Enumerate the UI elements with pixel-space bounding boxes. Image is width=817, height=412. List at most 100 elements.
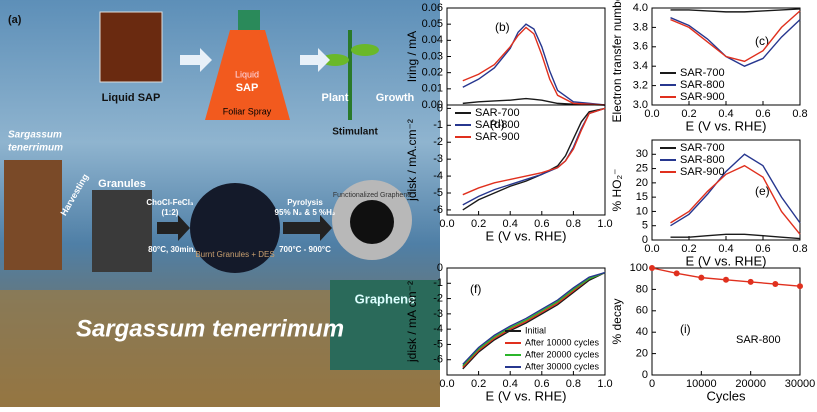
- x-tick-label: 10000: [686, 378, 717, 390]
- legend-label: SAR-900: [680, 166, 725, 178]
- label: SAP: [236, 82, 259, 94]
- legend-label: After 10000 cycles: [525, 337, 600, 347]
- plot-frame: [651, 267, 801, 376]
- leaf: [351, 44, 379, 56]
- label: Growth: [376, 92, 415, 104]
- y-axis-label: % HO₂⁻: [610, 169, 624, 212]
- panel-label: (b): [495, 20, 510, 34]
- y-tick-label: -6: [433, 204, 443, 216]
- label: Graphene: [355, 291, 416, 306]
- y-tick-label: 3.2: [633, 80, 648, 92]
- y-tick-label: 80: [636, 283, 648, 295]
- x-tick-label: 20000: [735, 378, 766, 390]
- x-tick-label: 0.6: [534, 218, 549, 230]
- label: 80°C, 30min.: [148, 245, 196, 254]
- legend-label: SAR-800: [680, 154, 725, 166]
- y-tick-label: 0.02: [422, 67, 443, 79]
- y-tick-label: -4: [433, 170, 443, 182]
- y-axis-label: jdisk / mA.cm⁻²: [405, 119, 419, 202]
- series-line: [462, 107, 606, 196]
- x-axis-label: E (V vs. RHE): [486, 388, 567, 403]
- series-line: [462, 26, 606, 106]
- series-line: [462, 271, 606, 370]
- y-tick-label: 0.04: [422, 34, 443, 46]
- y-tick-label: 20: [636, 348, 648, 360]
- spray-head: [238, 10, 260, 30]
- y-tick-label: 0: [642, 234, 648, 246]
- x-axis-label: E (V vs. RHE): [686, 118, 767, 133]
- legend-label: SAR-800: [680, 79, 725, 91]
- x-tick-label: 0.2: [681, 243, 696, 255]
- x-tick-label: 1.0: [597, 218, 612, 230]
- panel-label: (e): [755, 184, 770, 198]
- label: Sargassum: [8, 130, 62, 141]
- arrow: [157, 215, 190, 241]
- annotation: SAR-800: [736, 334, 781, 346]
- y-axis-label: Iring / mA: [405, 31, 419, 82]
- x-tick-label: 0.4: [503, 378, 518, 390]
- y-tick-label: 0.05: [422, 18, 443, 30]
- y-axis-label: % decay: [610, 298, 624, 344]
- legend-label: SAR-800: [475, 119, 520, 131]
- legend-label: SAR-700: [680, 142, 725, 154]
- y-axis-label: jdisk / mA cm⁻²: [405, 281, 419, 363]
- x-tick-label: 0.4: [718, 108, 733, 120]
- spray-bottle: [205, 30, 290, 120]
- x-tick-label: 0.4: [503, 218, 518, 230]
- series-line: [670, 164, 801, 235]
- y-tick-label: 3.0: [633, 99, 648, 111]
- x-tick-label: 30000: [785, 378, 816, 390]
- y-tick-label: -5: [433, 187, 443, 199]
- arrow: [180, 48, 212, 72]
- series-line: [670, 10, 801, 63]
- panel-label: (f): [470, 282, 481, 296]
- label: Sargassum tenerrimum: [76, 315, 344, 342]
- x-tick-label: 0.8: [566, 218, 581, 230]
- x-tick-label: 0: [649, 378, 655, 390]
- label: Foliar Spray: [223, 106, 272, 116]
- arrow: [283, 215, 332, 241]
- data-point: [723, 276, 729, 283]
- y-tick-label: 0: [437, 102, 443, 114]
- y-tick-label: 0.01: [422, 83, 443, 95]
- y-tick-label: 15: [636, 191, 648, 203]
- leaf: [321, 54, 349, 66]
- series-line: [462, 271, 606, 365]
- series-line: [462, 97, 606, 106]
- panel-label: (a): [8, 14, 22, 26]
- y-tick-label: -3: [433, 153, 443, 165]
- x-tick-label: 0.8: [792, 243, 807, 255]
- y-tick-label: 3.8: [633, 21, 648, 33]
- label: 700°C - 900°C: [279, 245, 331, 254]
- y-tick-label: 4.0: [633, 2, 648, 14]
- y-tick-label: 10: [636, 205, 648, 217]
- label: (1:2): [162, 208, 179, 217]
- legend-label: SAR-700: [475, 107, 520, 119]
- data-point: [698, 274, 705, 281]
- y-tick-label: -4: [433, 323, 443, 335]
- y-tick-label: -3: [433, 308, 443, 320]
- panel-label: (d): [490, 117, 505, 131]
- x-tick-label: 0.8: [792, 108, 807, 120]
- y-tick-label: 0: [437, 262, 443, 274]
- data-point: [772, 281, 779, 288]
- label: tenerrimum: [8, 143, 63, 154]
- diagram-panel: (a) Liquid SAP Liquid SAP Foliar Spray P…: [0, 0, 440, 407]
- panel-label: (c): [755, 34, 769, 48]
- y-tick-label: 0.06: [422, 2, 443, 14]
- x-axis-label: E (V vs. RHE): [486, 228, 567, 243]
- label: Pyrolysis: [287, 198, 323, 207]
- burnt-granules-photo: [190, 183, 280, 273]
- x-tick-label: 0.6: [755, 243, 770, 255]
- legend-label: SAR-700: [680, 67, 725, 79]
- data-point: [747, 278, 754, 285]
- legend-label: Initial: [525, 325, 546, 335]
- seaweed-photo: [4, 160, 62, 270]
- granules-photo: [92, 190, 152, 272]
- x-axis-label: Cycles: [706, 388, 746, 403]
- data-point: [797, 283, 803, 290]
- series-line: [462, 271, 606, 367]
- data-point: [649, 265, 655, 271]
